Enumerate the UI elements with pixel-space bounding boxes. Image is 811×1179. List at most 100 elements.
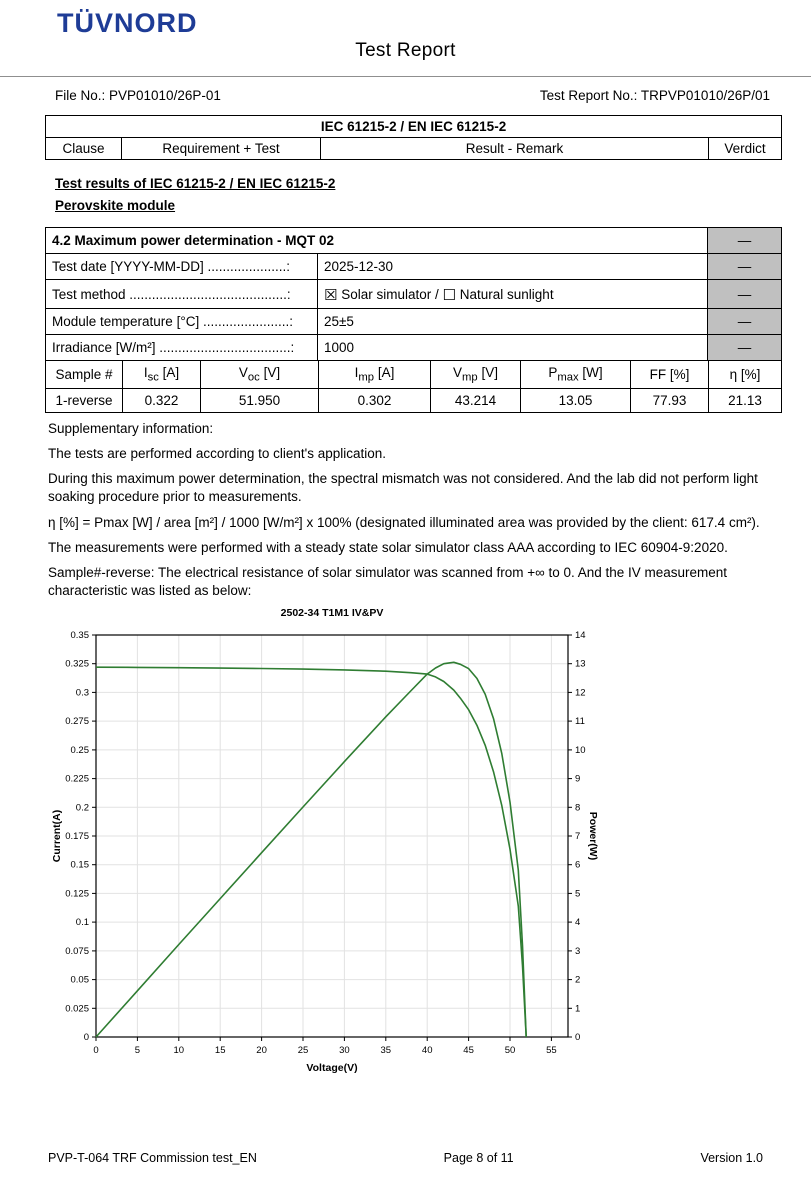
svg-text:30: 30 bbox=[339, 1045, 350, 1056]
svg-text:3: 3 bbox=[575, 946, 580, 957]
svg-text:0.35: 0.35 bbox=[71, 630, 90, 641]
table-row: Module temperature [°C] ................… bbox=[45, 308, 782, 335]
option-solar-simulator: Solar simulator bbox=[341, 287, 432, 302]
svg-text:13: 13 bbox=[575, 659, 586, 670]
sample-value-row: 1-reverse 0.322 51.950 0.302 43.214 13.05 77.9… bbox=[45, 387, 782, 413]
sample-header-row: Sample # Isc [A] Voc [V] Imp [A] Vmp [V] Pmax… bbox=[45, 360, 782, 389]
svg-text:12: 12 bbox=[575, 688, 586, 699]
checkbox-checked-icon: ☒ bbox=[324, 287, 338, 304]
row-value-test-date: 2025-12-30 bbox=[317, 253, 708, 280]
file-info-row: File No.: PVP01010/26P-01 Test Report No… bbox=[0, 88, 811, 103]
report-no: Test Report No.: TRPVP01010/26P/01 bbox=[539, 88, 770, 103]
svg-text:0: 0 bbox=[575, 1032, 580, 1043]
svg-text:7: 7 bbox=[575, 831, 580, 842]
footer-version: Version 1.0 bbox=[700, 1151, 763, 1165]
sample-col-header: FF [%] bbox=[630, 360, 709, 389]
table-row: Test date [YYYY-MM-DD] .................… bbox=[45, 253, 782, 280]
row-value-test-method: ☒ Solar simulator / ☐ Natural sunlight bbox=[317, 279, 708, 309]
tuv-nord-logo: TÜVNORD bbox=[57, 8, 198, 39]
sample-col-header: Isc [A] bbox=[122, 360, 201, 389]
sample-col-header: Voc [V] bbox=[200, 360, 319, 389]
svg-text:8: 8 bbox=[575, 803, 580, 814]
iv-pv-chart: 0 5 10 15 20 25 30 35 40 45 50 5500.0250.050.0750.1… bbox=[65, 630, 586, 1074]
svg-text:0.2: 0.2 bbox=[76, 803, 89, 814]
svg-text:0.25: 0.25 bbox=[71, 745, 90, 756]
svg-text:10: 10 bbox=[174, 1045, 185, 1056]
sample-value-cell: 51.950 bbox=[200, 387, 319, 413]
svg-text:0.15: 0.15 bbox=[71, 860, 90, 871]
verdict-cell: — bbox=[707, 308, 782, 335]
svg-text:0: 0 bbox=[84, 1032, 89, 1043]
row-label-module-temperature: Module temperature [°C] ................… bbox=[45, 308, 318, 335]
col-header-clause: Clause bbox=[45, 137, 122, 160]
page-title: Test Report bbox=[355, 40, 456, 61]
sample-value-cell: 0.302 bbox=[318, 387, 431, 413]
logo-tuv-text: TÜV bbox=[57, 8, 114, 38]
test-section-title: 4.2 Maximum power determination - MQT 02 bbox=[45, 227, 708, 254]
svg-text:0.075: 0.075 bbox=[65, 946, 89, 957]
table-row: Irradiance [W/m²] ......................… bbox=[45, 334, 782, 361]
sample-col-header: η [%] bbox=[708, 360, 782, 389]
row-value-module-temperature: 25±5 bbox=[317, 308, 708, 335]
table-row: 4.2 Maximum power determination - MQT 02… bbox=[45, 227, 782, 254]
row-label-irradiance: Irradiance [W/m²] ......................… bbox=[45, 334, 318, 361]
checkbox-unchecked-icon: ☐ bbox=[442, 287, 456, 304]
page-content: File No.: PVP01010/26P-01 Test Report No… bbox=[0, 88, 811, 1081]
page-footer: PVP-T-064 TRF Commission test_EN Page 8 … bbox=[48, 1151, 763, 1165]
svg-text:6: 6 bbox=[575, 860, 580, 871]
svg-text:5: 5 bbox=[575, 889, 580, 900]
svg-text:35: 35 bbox=[381, 1045, 392, 1056]
sample-value-cell: 13.05 bbox=[520, 387, 631, 413]
supplementary-section: Supplementary information: The tests are… bbox=[48, 420, 765, 601]
verdict-cell: — bbox=[707, 253, 782, 280]
sample-measurement-table: Sample # Isc [A] Voc [V] Imp [A] Vmp [V] Pmax… bbox=[45, 360, 782, 413]
sample-value-cell: 21.13 bbox=[708, 387, 782, 413]
sample-col-header: Vmp [V] bbox=[430, 360, 521, 389]
section-heading-results: Test results of IEC 61215-2 / EN IEC 612… bbox=[55, 176, 336, 191]
svg-text:11: 11 bbox=[575, 717, 585, 728]
results-table: 4.2 Maximum power determination - MQT 02… bbox=[45, 227, 782, 361]
svg-text:Voltage(V): Voltage(V) bbox=[306, 1062, 357, 1074]
supplementary-paragraph: Sample#-reverse: The electrical resistan… bbox=[48, 565, 728, 599]
svg-text:10: 10 bbox=[575, 745, 586, 756]
option-natural-sunlight: Natural sunlight bbox=[459, 287, 554, 302]
col-header-verdict: Verdict bbox=[707, 137, 783, 160]
svg-text:14: 14 bbox=[575, 630, 586, 641]
svg-text:15: 15 bbox=[215, 1045, 226, 1056]
svg-text:40: 40 bbox=[422, 1045, 433, 1056]
row-value-irradiance: 1000 bbox=[317, 334, 708, 361]
svg-text:55: 55 bbox=[546, 1045, 557, 1056]
verdict-cell: — bbox=[707, 279, 782, 309]
sample-value-cell: 77.93 bbox=[630, 387, 709, 413]
footer-document-code: PVP-T-064 TRF Commission test_EN bbox=[48, 1151, 257, 1165]
svg-text:0.225: 0.225 bbox=[65, 774, 89, 785]
footer-page-number: Page 8 of 11 bbox=[443, 1151, 514, 1165]
sample-value-cell: 43.214 bbox=[430, 387, 521, 413]
svg-text:25: 25 bbox=[298, 1045, 309, 1056]
header-divider bbox=[0, 76, 811, 77]
section-heading-module: Perovskite module bbox=[55, 198, 176, 213]
svg-text:0.275: 0.275 bbox=[65, 717, 89, 728]
logo-nord-text: NORD bbox=[114, 8, 198, 38]
verdict-cell: — bbox=[707, 334, 782, 361]
svg-text:0.325: 0.325 bbox=[65, 659, 89, 670]
supplementary-title: Supplementary information: bbox=[48, 420, 214, 436]
svg-text:0.125: 0.125 bbox=[65, 889, 89, 900]
standard-title: IEC 61215-2 / EN IEC 61215-2 bbox=[44, 115, 783, 138]
standard-header-table: IEC 61215-2 / EN IEC 61215-2 Clause Requ… bbox=[44, 115, 783, 160]
sample-value-cell: 1-reverse bbox=[45, 387, 123, 413]
supplementary-paragraph: η [%] = Pmax [W] / area [m²] / 1000 [W/m… bbox=[48, 514, 760, 530]
svg-text:0.1: 0.1 bbox=[76, 918, 89, 929]
col-header-requirement: Requirement + Test bbox=[121, 137, 321, 160]
option-separator: / bbox=[435, 287, 439, 302]
svg-text:9: 9 bbox=[575, 774, 580, 785]
sample-col-header: Imp [A] bbox=[318, 360, 431, 389]
svg-text:0.025: 0.025 bbox=[65, 1004, 89, 1015]
svg-text:0.3: 0.3 bbox=[76, 688, 89, 699]
svg-text:4: 4 bbox=[575, 918, 580, 929]
sample-col-header: Pmax [W] bbox=[520, 360, 631, 389]
col-header-result: Result - Remark bbox=[320, 137, 709, 160]
svg-text:0: 0 bbox=[93, 1045, 98, 1056]
supplementary-paragraph: During this maximum power determination,… bbox=[48, 471, 758, 505]
